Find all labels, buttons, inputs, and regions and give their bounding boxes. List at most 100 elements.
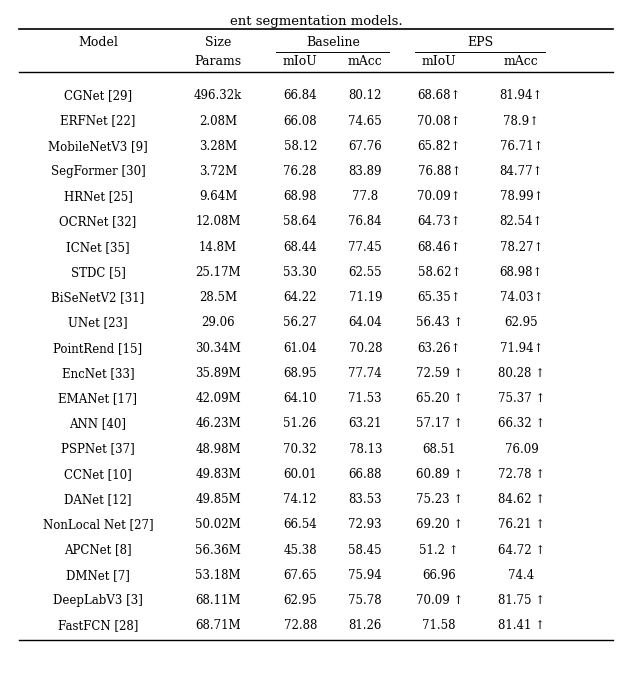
Text: 64.10: 64.10	[283, 392, 317, 405]
Text: 70.09 ↑: 70.09 ↑	[416, 594, 463, 607]
Text: 78.99↑: 78.99↑	[500, 190, 543, 203]
Text: DANet [12]: DANet [12]	[64, 493, 131, 506]
Text: 62.55: 62.55	[348, 266, 382, 279]
Text: 68.46↑: 68.46↑	[418, 241, 461, 254]
Text: 76.71↑: 76.71↑	[500, 140, 543, 153]
Text: 68.71M: 68.71M	[195, 619, 241, 632]
Text: 81.94↑: 81.94↑	[500, 89, 543, 102]
Text: 72.93: 72.93	[348, 518, 382, 531]
Text: mAcc: mAcc	[504, 55, 538, 68]
Text: 76.84: 76.84	[348, 216, 382, 228]
Text: 9.64M: 9.64M	[199, 190, 237, 203]
Text: 82.54↑: 82.54↑	[500, 216, 543, 228]
Text: 56.36M: 56.36M	[195, 544, 241, 557]
Text: UNet [23]: UNet [23]	[68, 316, 128, 329]
Text: 57.17 ↑: 57.17 ↑	[416, 417, 463, 430]
Text: 76.28: 76.28	[283, 165, 317, 178]
Text: 69.20 ↑: 69.20 ↑	[416, 518, 463, 531]
Text: CCNet [10]: CCNet [10]	[64, 468, 132, 481]
Text: 61.04: 61.04	[283, 342, 317, 355]
Text: mIoU: mIoU	[422, 55, 456, 68]
Text: 53.18M: 53.18M	[195, 569, 241, 582]
Text: EMANet [17]: EMANet [17]	[58, 392, 137, 405]
Text: 81.41 ↑: 81.41 ↑	[498, 619, 545, 632]
Text: 70.08↑: 70.08↑	[418, 115, 461, 128]
Text: 42.09M: 42.09M	[195, 392, 241, 405]
Text: 81.26: 81.26	[349, 619, 382, 632]
Text: ent segmentation models.: ent segmentation models.	[229, 15, 403, 28]
Text: Size: Size	[205, 35, 231, 49]
Text: 72.59 ↑: 72.59 ↑	[416, 367, 463, 380]
Text: 49.83M: 49.83M	[195, 468, 241, 481]
Text: 68.44: 68.44	[283, 241, 317, 254]
Text: 66.88: 66.88	[348, 468, 382, 481]
Text: 77.45: 77.45	[348, 241, 382, 254]
Text: MobileNetV3 [9]: MobileNetV3 [9]	[48, 140, 148, 153]
Text: BiSeNetV2 [31]: BiSeNetV2 [31]	[51, 291, 145, 304]
Text: ERFNet [22]: ERFNet [22]	[60, 115, 136, 128]
Text: 72.78 ↑: 72.78 ↑	[498, 468, 545, 481]
Text: 62.95: 62.95	[283, 594, 317, 607]
Text: 51.26: 51.26	[283, 417, 317, 430]
Text: 68.95: 68.95	[283, 367, 317, 380]
Text: HRNet [25]: HRNet [25]	[64, 190, 132, 203]
Text: 71.53: 71.53	[348, 392, 382, 405]
Text: 71.58: 71.58	[422, 619, 456, 632]
Text: 75.23 ↑: 75.23 ↑	[416, 493, 463, 506]
Text: 76.88↑: 76.88↑	[418, 165, 461, 178]
Text: PSPNet [37]: PSPNet [37]	[61, 443, 135, 456]
Text: 66.96: 66.96	[422, 569, 456, 582]
Text: mAcc: mAcc	[348, 55, 382, 68]
Text: 68.68↑: 68.68↑	[418, 89, 461, 102]
Text: 72.88: 72.88	[284, 619, 317, 632]
Text: 75.94: 75.94	[348, 569, 382, 582]
Text: ICNet [35]: ICNet [35]	[66, 241, 130, 254]
Text: 58.64: 58.64	[283, 216, 317, 228]
Text: 68.98: 68.98	[283, 190, 317, 203]
Text: EncNet [33]: EncNet [33]	[62, 367, 134, 380]
Text: 3.72M: 3.72M	[199, 165, 237, 178]
Text: 56.27: 56.27	[283, 316, 317, 329]
Text: APCNet [8]: APCNet [8]	[64, 544, 132, 557]
Text: EPS: EPS	[467, 35, 494, 49]
Text: 64.22: 64.22	[283, 291, 317, 304]
Text: 50.02M: 50.02M	[195, 518, 241, 531]
Text: Params: Params	[195, 55, 241, 68]
Text: 68.11M: 68.11M	[195, 594, 241, 607]
Text: 78.13: 78.13	[348, 443, 382, 456]
Text: 65.82↑: 65.82↑	[418, 140, 461, 153]
Text: 76.09: 76.09	[504, 443, 538, 456]
Text: 74.4: 74.4	[508, 569, 535, 582]
Text: 60.89 ↑: 60.89 ↑	[416, 468, 463, 481]
Text: 75.37 ↑: 75.37 ↑	[498, 392, 545, 405]
Text: 78.9↑: 78.9↑	[504, 115, 539, 128]
Text: mIoU: mIoU	[283, 55, 317, 68]
Text: CGNet [29]: CGNet [29]	[64, 89, 132, 102]
Text: 70.32: 70.32	[283, 443, 317, 456]
Text: 77.74: 77.74	[348, 367, 382, 380]
Text: 66.84: 66.84	[283, 89, 317, 102]
Text: 80.12: 80.12	[349, 89, 382, 102]
Text: 68.98↑: 68.98↑	[500, 266, 543, 279]
Text: 46.23M: 46.23M	[195, 417, 241, 430]
Text: 58.12: 58.12	[284, 140, 317, 153]
Text: FastFCN [28]: FastFCN [28]	[58, 619, 138, 632]
Text: 84.62 ↑: 84.62 ↑	[498, 493, 545, 506]
Text: 64.73↑: 64.73↑	[417, 216, 461, 228]
Text: OCRNet [32]: OCRNet [32]	[59, 216, 137, 228]
Text: 60.01: 60.01	[283, 468, 317, 481]
Text: NonLocal Net [27]: NonLocal Net [27]	[42, 518, 154, 531]
Text: 66.54: 66.54	[283, 518, 317, 531]
Text: DMNet [7]: DMNet [7]	[66, 569, 130, 582]
Text: PointRend [15]: PointRend [15]	[53, 342, 143, 355]
Text: 45.38: 45.38	[283, 544, 317, 557]
Text: 80.28 ↑: 80.28 ↑	[498, 367, 545, 380]
Text: 12.08M: 12.08M	[195, 216, 241, 228]
Text: 64.72 ↑: 64.72 ↑	[498, 544, 545, 557]
Text: 75.78: 75.78	[348, 594, 382, 607]
Text: 71.94↑: 71.94↑	[500, 342, 543, 355]
Text: 78.27↑: 78.27↑	[500, 241, 543, 254]
Text: 66.08: 66.08	[283, 115, 317, 128]
Text: 51.2 ↑: 51.2 ↑	[420, 544, 459, 557]
Text: 70.28: 70.28	[348, 342, 382, 355]
